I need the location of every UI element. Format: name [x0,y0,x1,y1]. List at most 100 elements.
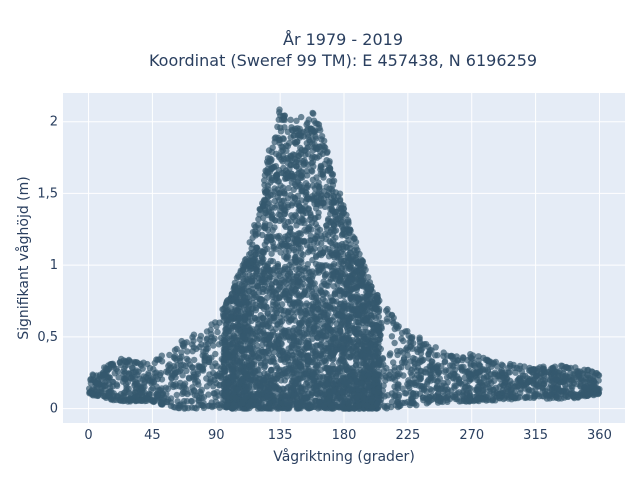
data-point [345,344,352,352]
data-point [467,392,474,400]
data-point [529,387,536,394]
data-point [316,153,323,160]
data-point [297,364,305,371]
data-point [313,232,320,239]
data-point [288,259,295,266]
data-point [261,278,268,285]
data-point [500,382,507,389]
data-point [316,183,323,190]
data-point [395,381,402,388]
data-point [310,196,317,204]
data-point [507,362,514,370]
data-point [352,329,359,336]
data-point [305,116,313,123]
data-point [287,388,294,396]
data-point [398,335,405,342]
data-point [507,393,515,400]
data-point [295,199,302,206]
data-point [577,383,584,390]
data-point [266,158,273,166]
data-point [329,178,336,185]
data-point [215,370,223,377]
data-point [297,207,304,214]
data-point [445,367,453,374]
data-point [272,150,280,157]
data-point [229,373,236,380]
data-point [358,373,365,381]
data-point [404,398,411,406]
data-point [489,396,497,404]
data-point [439,382,446,389]
data-point [181,380,189,387]
data-point [275,234,282,241]
data-point [135,397,142,404]
data-point [182,362,189,369]
data-point [285,184,292,192]
data-point [153,383,160,390]
data-point [471,360,478,367]
data-point [270,244,277,252]
data-point [332,227,340,234]
data-point [444,386,451,393]
data-point [351,352,358,359]
data-point [256,247,264,254]
data-point [158,399,165,407]
data-point [302,395,310,402]
data-point [252,232,259,239]
data-point [356,361,363,369]
data-point [266,400,273,407]
data-point [354,306,361,314]
data-point [339,345,346,352]
data-point [426,363,433,370]
data-point [170,381,177,389]
data-point [342,265,349,272]
data-point [281,263,289,271]
data-point [285,318,293,325]
data-point [368,404,376,411]
data-point [276,366,284,373]
data-point [100,392,107,399]
data-point [183,367,190,374]
data-point [354,347,361,354]
data-point [240,351,248,359]
data-point [358,380,365,387]
data-point [297,358,305,366]
data-point [383,315,391,323]
data-point [348,266,355,274]
data-point [308,167,315,174]
data-point [213,323,220,330]
data-point [257,362,265,369]
data-point [260,376,268,384]
data-point [260,305,268,313]
data-point [258,296,266,303]
data-point [435,368,443,375]
data-point [289,355,296,362]
data-point [335,254,343,261]
data-point [309,300,316,308]
data-point [409,345,416,352]
data-point [415,359,422,367]
data-point [338,402,346,410]
data-point [441,358,449,365]
data-point [309,256,316,264]
data-point [293,138,301,145]
data-point [328,226,335,234]
data-point [268,177,276,184]
data-point [269,191,277,198]
data-point [361,310,368,317]
data-point [323,222,330,229]
data-point [401,390,409,397]
data-point [190,344,198,351]
data-point [238,341,245,349]
data-point [293,258,300,265]
data-point [522,372,529,380]
data-point [234,307,242,314]
data-point [323,262,330,269]
data-point [191,356,198,364]
data-point [255,347,262,354]
data-point [293,117,300,125]
data-point [353,284,360,291]
data-point [400,372,407,379]
data-point [266,335,273,342]
data-point [281,190,288,197]
